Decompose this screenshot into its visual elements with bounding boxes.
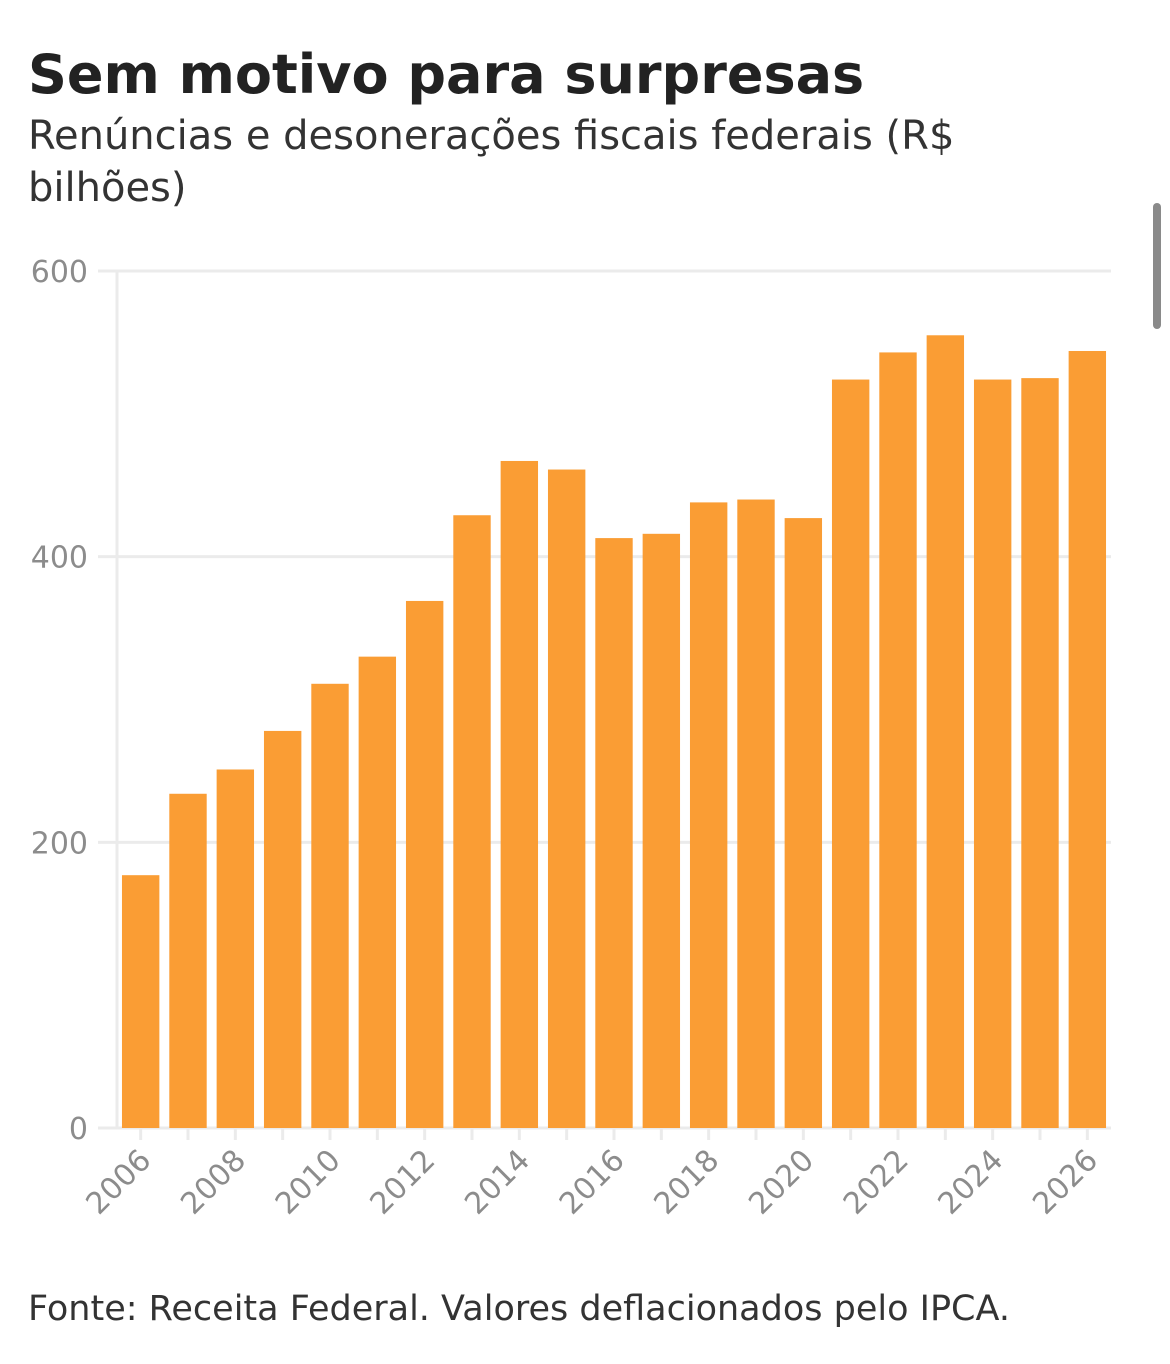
x-tick-label: 2012 [364, 1143, 443, 1222]
bar: 2018: 438 [689, 502, 728, 1128]
x-tick-label: 2016 [553, 1143, 632, 1222]
bar: 2010: 311 [311, 683, 349, 1128]
bar: 2012: 369 [405, 600, 444, 1128]
bar: 2026: 544 [1068, 350, 1107, 1128]
x-tick-label: 2026 [1026, 1143, 1105, 1222]
bar: 2008: 251 [216, 769, 255, 1128]
bar-chart: 2006: 1772007: 2342008: 2512009: 2782010… [31, 255, 1111, 1222]
bar: 2007: 234 [169, 793, 207, 1128]
chart-title: Sem motivo para surpresas [28, 43, 865, 106]
bar: 2019: 440 [737, 499, 775, 1128]
x-tick-label: 2024 [932, 1143, 1011, 1222]
bars: 2006: 1772007: 2342008: 2512009: 2782010… [121, 335, 1107, 1128]
bar: 2015: 461 [547, 469, 586, 1128]
x-tick-label: 2010 [269, 1143, 348, 1222]
x-tick-label: 2014 [458, 1143, 537, 1222]
x-tick-label: 2020 [742, 1143, 821, 1222]
bar: 2020: 427 [784, 518, 823, 1128]
x-tick-label: 2018 [648, 1143, 727, 1222]
y-tick-label: 400 [31, 541, 88, 576]
x-tick-label: 2008 [174, 1143, 253, 1222]
bar: 2025: 525 [1021, 378, 1059, 1128]
y-tick-label: 0 [69, 1112, 88, 1147]
bar: 2024: 524 [973, 379, 1012, 1128]
bar: 2022: 543 [879, 352, 917, 1128]
bar: 2016: 413 [595, 538, 633, 1128]
y-tick-label: 600 [31, 255, 88, 290]
bar: 2014: 467 [500, 460, 539, 1128]
y-tick-labels: 0 200 400 600 [31, 255, 88, 1147]
chart-subtitle: Renúncias e desonerações fiscais federai… [28, 113, 955, 211]
bar: 2006: 177 [121, 875, 160, 1128]
bar: 2013: 429 [453, 515, 491, 1128]
bar: 2009: 278 [263, 730, 302, 1128]
x-tick-label: 2006 [80, 1143, 159, 1222]
x-tick-label: 2022 [837, 1143, 916, 1222]
scrollbar-thumb[interactable] [1153, 203, 1161, 329]
bar: 2023: 555 [926, 335, 965, 1128]
y-tick-label: 200 [31, 826, 88, 861]
bar: 2021: 524 [831, 379, 870, 1128]
x-tick-labels: 2006 2008 2010 2012 2014 2016 2018 2020 2022 2024… [80, 1143, 1105, 1222]
bar: 2011: 330 [358, 656, 397, 1128]
bar: 2017: 416 [642, 533, 681, 1128]
source-note: Fonte: Receita Federal. Valores deflacio… [28, 1289, 1010, 1329]
